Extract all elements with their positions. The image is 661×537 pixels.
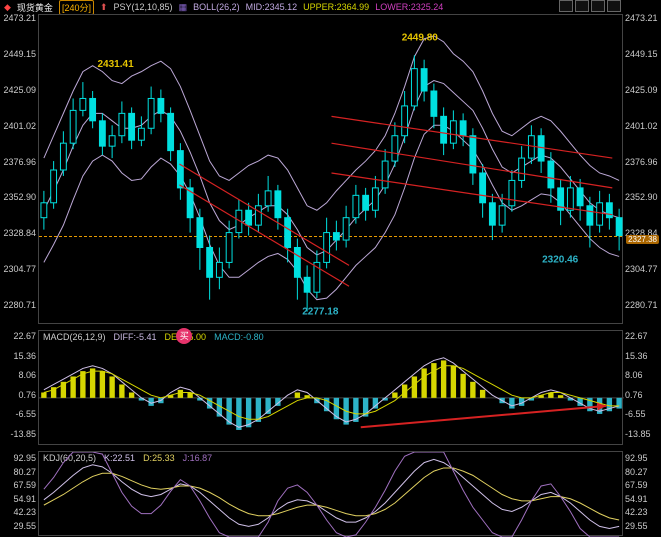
symbol-label: 现货黄金 xyxy=(17,1,53,14)
kdj-chart-svg xyxy=(39,452,624,537)
symbol-icon: ◆ xyxy=(4,2,11,13)
boll-icon: ▦ xyxy=(179,2,188,13)
price-panel[interactable]: 2431.41 2449.80 2277.18 2320.46 xyxy=(38,14,623,324)
macd-chart-svg xyxy=(39,331,624,446)
kdj-panel[interactable]: KDJ(60,20,5) K:22.51 D:25.33 J:16.87 xyxy=(38,451,623,536)
boll-lower: LOWER:2325.24 xyxy=(375,2,443,12)
macd-panel[interactable]: MACD(26,12,9) DIFF:-5.41 DEA:-5.00 MACD:… xyxy=(38,330,623,445)
tool-icon-2[interactable] xyxy=(575,0,589,12)
timeframe-tag[interactable]: [240分] xyxy=(59,0,94,15)
svg-text:2277.18: 2277.18 xyxy=(302,307,339,318)
psy-label: PSY(12,10,85) xyxy=(114,2,173,12)
svg-text:2449.80: 2449.80 xyxy=(402,32,439,43)
chart-container: ◆ 现货黄金 [240分] ⬆ PSY(12,10,85) ▦ BOLL(26,… xyxy=(0,0,661,537)
tool-icon-1[interactable] xyxy=(559,0,573,12)
boll-label: BOLL(26,2) xyxy=(193,2,240,12)
tool-icon-4[interactable] xyxy=(607,0,621,12)
tool-icon-3[interactable] xyxy=(591,0,605,12)
psy-icon: ⬆ xyxy=(100,2,108,13)
svg-text:2431.41: 2431.41 xyxy=(98,59,135,70)
svg-text:2320.46: 2320.46 xyxy=(542,254,579,265)
chart-toolbar xyxy=(559,0,621,12)
boll-mid: MID:2345.12 xyxy=(246,2,298,12)
price-chart-svg: 2431.41 2449.80 2277.18 2320.46 xyxy=(39,15,624,325)
boll-upper: UPPER:2364.99 xyxy=(303,2,369,12)
